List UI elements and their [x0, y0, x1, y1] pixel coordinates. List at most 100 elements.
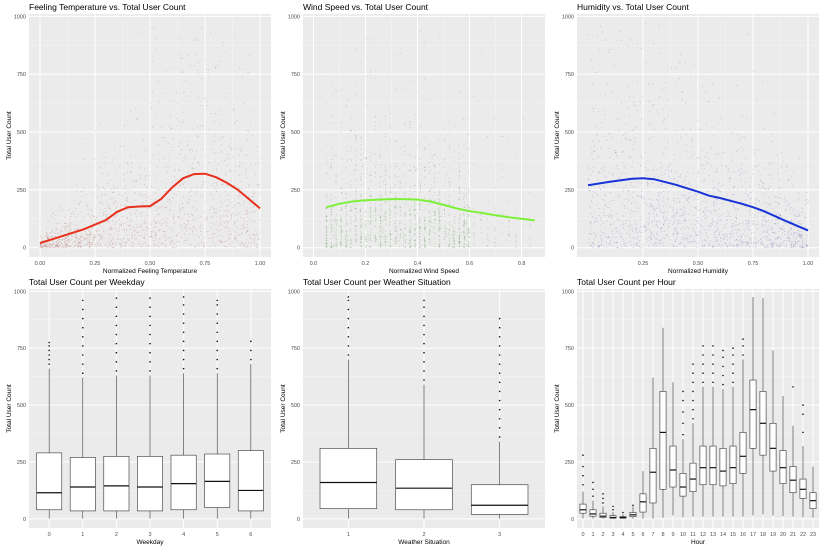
scatter-point	[123, 174, 124, 175]
scatter-point	[179, 186, 180, 187]
outlier-point	[612, 506, 614, 508]
scatter-point	[184, 157, 185, 158]
scatter-point	[704, 239, 705, 240]
scatter-point	[676, 68, 677, 69]
scatter-point	[651, 221, 652, 222]
scatter-point	[375, 122, 376, 123]
scatter-point	[389, 208, 390, 209]
scatter-point	[132, 181, 133, 182]
scatter-point	[616, 231, 617, 232]
scatter-point	[515, 175, 516, 176]
scatter-point	[633, 145, 634, 146]
scatter-point	[732, 194, 733, 195]
scatter-point	[634, 127, 635, 128]
scatter-point	[336, 239, 337, 240]
scatter-point	[689, 236, 690, 237]
scatter-point	[354, 234, 355, 235]
scatter-point	[688, 196, 689, 197]
scatter-point	[165, 58, 166, 59]
scatter-point	[673, 200, 674, 201]
scatter-point	[617, 220, 618, 221]
scatter-point	[333, 245, 334, 246]
scatter-point	[110, 208, 111, 209]
scatter-point	[55, 229, 56, 230]
scatter-point	[155, 240, 156, 241]
scatter-point	[140, 167, 141, 168]
scatter-point	[616, 155, 617, 156]
scatter-point	[740, 235, 741, 236]
scatter-point	[250, 122, 251, 123]
scatter-point	[434, 182, 435, 183]
scatter-point	[706, 235, 707, 236]
scatter-point	[399, 240, 400, 241]
scatter-point	[380, 237, 381, 238]
outlier-point	[423, 352, 425, 354]
scatter-point	[54, 245, 55, 246]
outlier-point	[499, 336, 501, 338]
scatter-point	[725, 234, 726, 235]
scatter-point	[464, 83, 465, 84]
scatter-point	[214, 188, 215, 189]
scatter-point	[245, 168, 246, 169]
scatter-point	[459, 242, 460, 243]
scatter-point	[214, 212, 215, 213]
scatter-point	[439, 218, 440, 219]
scatter-point	[663, 218, 664, 219]
scatter-point	[460, 193, 461, 194]
scatter-point	[601, 241, 602, 242]
scatter-point	[380, 196, 381, 197]
scatter-point	[409, 243, 410, 244]
scatter-point	[139, 231, 140, 232]
scatter-point	[335, 89, 336, 90]
scatter-point	[729, 189, 730, 190]
scatter-point	[468, 236, 469, 237]
scatter-point	[768, 228, 769, 229]
scatter-point	[767, 154, 768, 155]
scatter-point	[390, 105, 391, 106]
scatter-point	[193, 159, 194, 160]
scatter-point	[419, 222, 420, 223]
scatter-point	[670, 165, 671, 166]
scatter-point	[610, 240, 611, 241]
scatter-point	[802, 208, 803, 209]
scatter-point	[733, 246, 734, 247]
scatter-point	[330, 134, 331, 135]
scatter-point	[764, 128, 765, 129]
scatter-point	[663, 206, 664, 207]
scatter-point	[429, 222, 430, 223]
scatter-point	[390, 231, 391, 232]
scatter-point	[453, 204, 454, 205]
scatter-point	[78, 228, 79, 229]
scatter-point	[654, 208, 655, 209]
outlier-point	[423, 306, 425, 308]
scatter-point	[776, 214, 777, 215]
scatter-point	[429, 213, 430, 214]
scatter-point	[798, 193, 799, 194]
scatter-point	[419, 247, 420, 248]
scatter-point	[167, 201, 168, 202]
scatter-point	[449, 197, 450, 198]
scatter-point	[468, 201, 469, 202]
scatter-point	[742, 244, 743, 245]
scatter-point	[662, 166, 663, 167]
scatter-point	[788, 232, 789, 233]
scatter-point	[731, 156, 732, 157]
scatter-point	[326, 157, 327, 158]
scatter-point	[171, 147, 172, 148]
scatter-point	[101, 194, 102, 195]
scatter-point	[704, 197, 705, 198]
scatter-point	[641, 183, 642, 184]
scatter-point	[453, 230, 454, 231]
scatter-point	[40, 236, 41, 237]
scatter-point	[145, 241, 146, 242]
scatter-point	[370, 221, 371, 222]
scatter-point	[439, 220, 440, 221]
box-body	[580, 504, 586, 513]
scatter-point	[74, 246, 75, 247]
x-tick-label: 14	[720, 532, 726, 538]
scatter-point	[715, 236, 716, 237]
scatter-point	[185, 159, 186, 160]
scatter-point	[150, 162, 151, 163]
scatter-point	[48, 246, 49, 247]
scatter-point	[765, 247, 766, 248]
